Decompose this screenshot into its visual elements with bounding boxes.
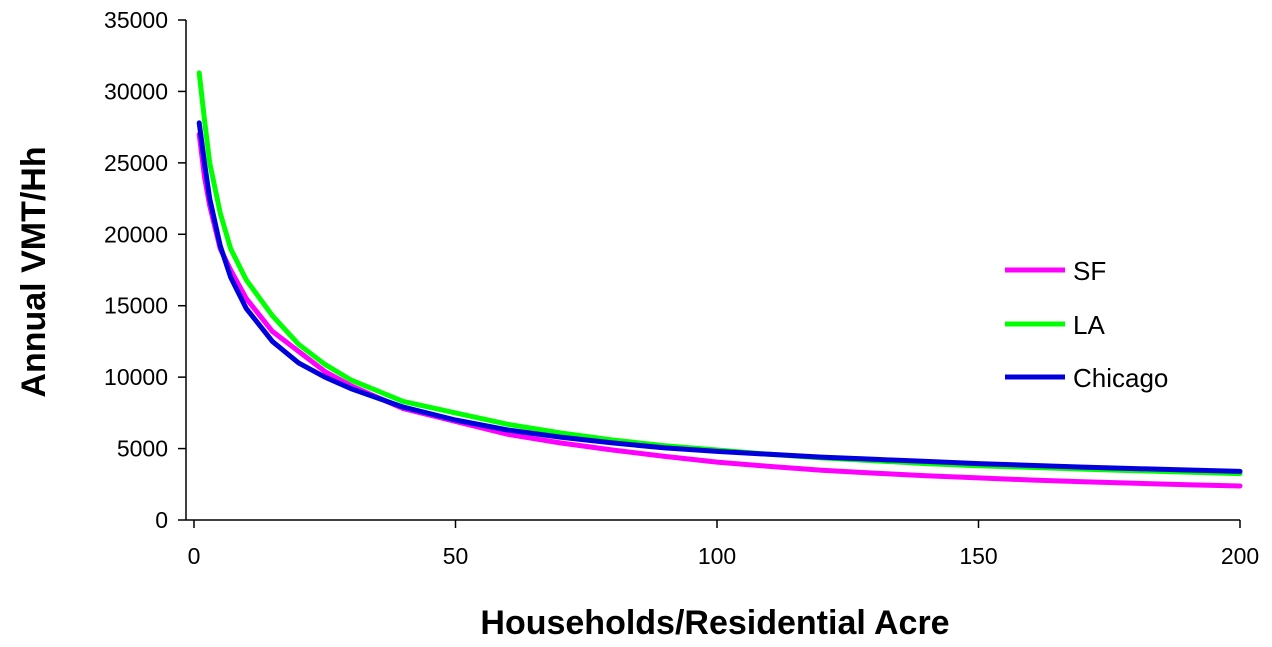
y-tick-label: 20000	[104, 221, 168, 247]
legend-label-chicago: Chicago	[1073, 363, 1168, 393]
x-tick-label: 50	[443, 543, 469, 569]
y-tick-label: 30000	[104, 78, 168, 104]
x-tick-label: 100	[698, 543, 736, 569]
x-tick-label: 0	[188, 543, 201, 569]
legend: SF LA Chicago	[1005, 256, 1168, 393]
x-tick-label: 200	[1221, 543, 1259, 569]
axes: 0 5000 10000 15000 20000 25000 30000 35000 0 50 10…	[104, 7, 1259, 569]
series-layer	[196, 70, 1243, 489]
series-line-chicago	[196, 120, 1243, 474]
y-tick-label: 5000	[117, 436, 168, 462]
y-tick-label: 35000	[104, 7, 168, 33]
legend-label-la: LA	[1073, 310, 1105, 340]
y-tick-label: 15000	[104, 293, 168, 319]
y-tick-label: 0	[155, 507, 168, 533]
legend-label-sf: SF	[1073, 256, 1106, 286]
series-line-sf	[196, 131, 1243, 489]
y-tick-label: 10000	[104, 364, 168, 390]
x-axis-title: Households/Residential Acre	[480, 604, 949, 642]
x-tick-label: 150	[959, 543, 997, 569]
y-tick-label: 25000	[104, 150, 168, 176]
y-axis-title: Annual VMT/Hh	[15, 146, 53, 397]
